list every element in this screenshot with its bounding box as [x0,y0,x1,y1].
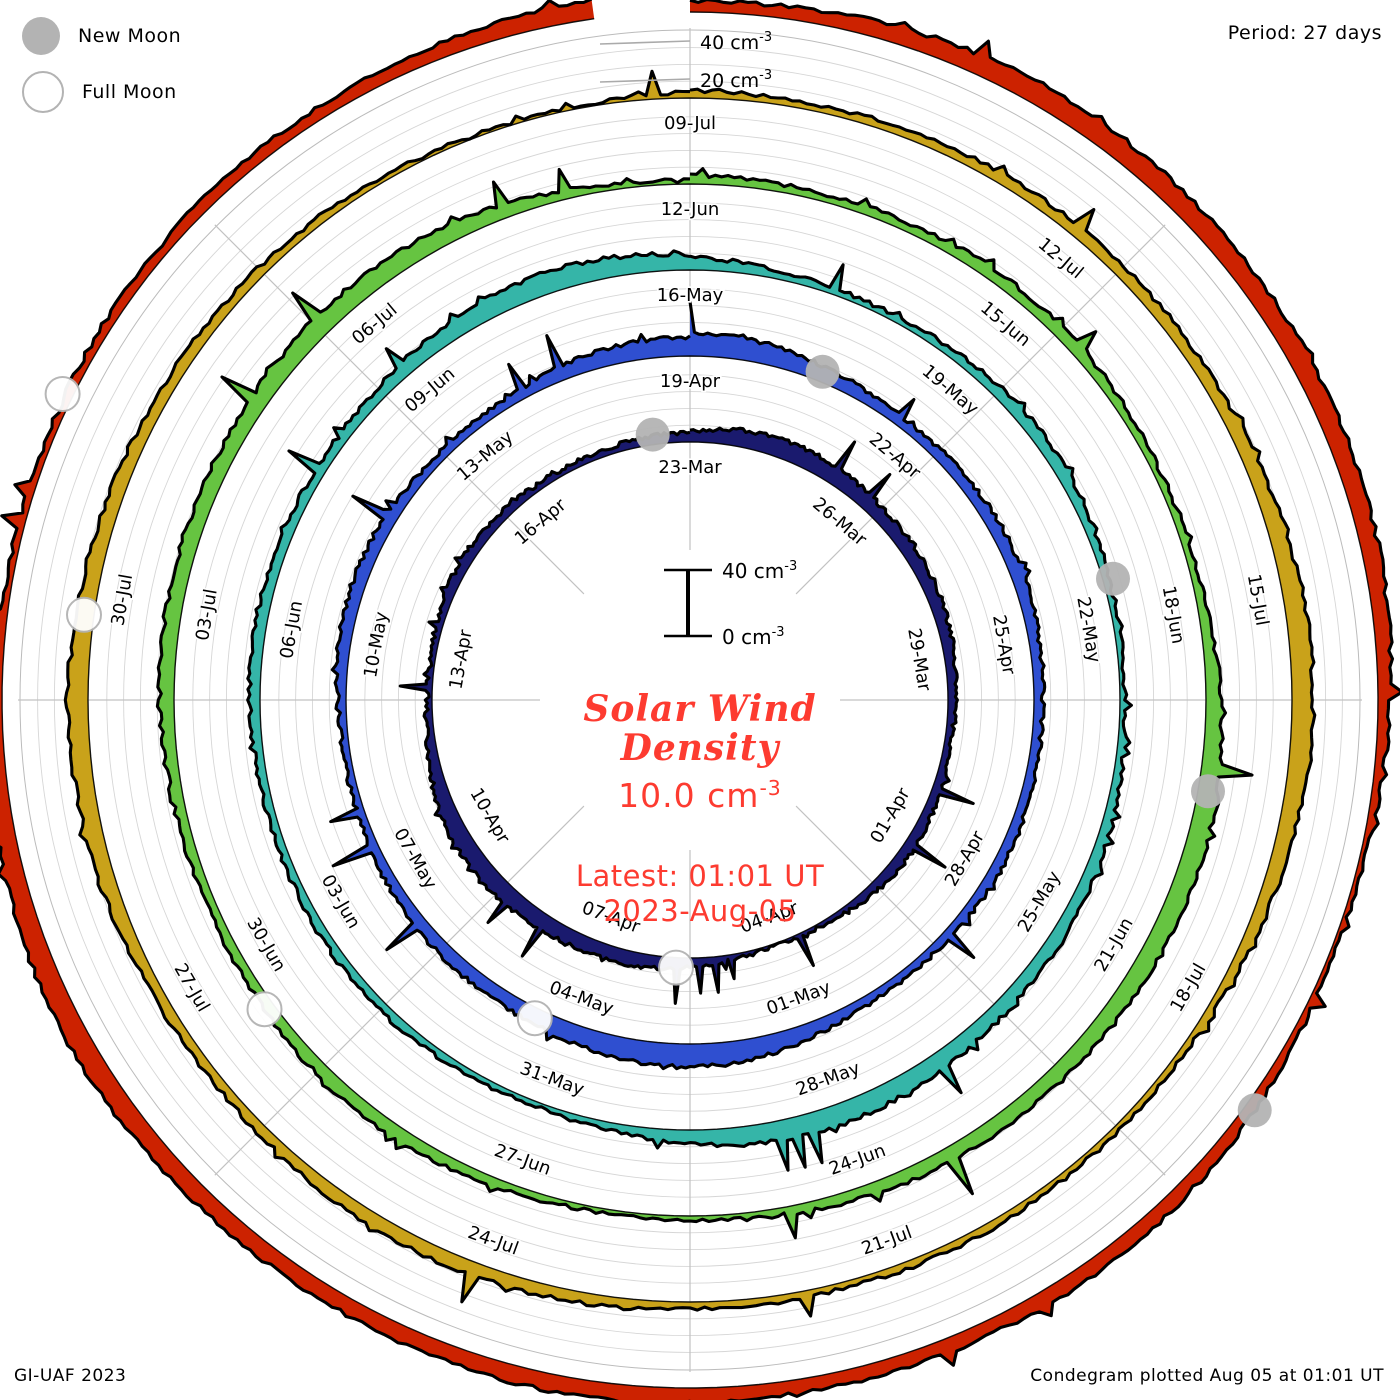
full-moon-icon [22,71,64,113]
new-moon-marker [1237,1093,1272,1128]
new-moon-marker [635,417,670,452]
moon-markers [44,354,1272,1128]
footer-credit-left: GI-UAF 2023 [14,1366,127,1386]
density-envelope-23-Mar [398,426,975,1005]
density-envelope-16-May [246,249,1133,1172]
new-moon-marker [805,354,840,389]
date-label-06-Jun: 06-Jun [276,599,307,660]
full-moon-marker [658,949,694,986]
date-label-03-Jun: 03-Jun [317,871,364,932]
date-label-13-Apr: 13-Apr [445,628,476,691]
date-label-30-Jul: 30-Jul [107,572,137,627]
date-label-28-May: 28-May [793,1058,863,1101]
period-label: Period: 27 days [1227,22,1382,44]
date-label-19-Apr: 19-Apr [660,371,721,392]
new-moon-marker [1191,774,1225,809]
density-envelope-19-Apr [329,301,1047,1071]
date-label-30-Jun: 30-Jun [242,914,289,975]
date-label-01-May: 01-May [764,977,834,1020]
density-envelope-09-Jul [63,69,1317,1318]
new-moon-icon [22,17,60,55]
date-label-24-Jun: 24-Jun [826,1140,888,1180]
date-label-31-May: 31-May [517,1058,587,1101]
moon-legend: New Moon Full Moon [22,8,181,120]
density-envelope-12-Jun [155,167,1254,1240]
date-label-16-May: 16-May [657,285,724,306]
date-label-04-Apr: 04-Apr [737,897,801,938]
radial-tick-labels: 40 cm-3 20 cm-3 [599,30,772,92]
full-moon-label: Full Moon [82,81,177,103]
legend-item-new-moon: New Moon [22,8,181,64]
date-label-27-Jul: 27-Jul [170,960,214,1016]
full-moon-marker [44,376,81,412]
scalebar-bottom-label: 0 cm-3 [722,625,785,649]
legend-item-full-moon: Full Moon [22,64,181,120]
date-label-07-Apr: 07-Apr [579,897,643,938]
full-moon-marker [246,991,283,1028]
date-label-09-Jul: 09-Jul [664,113,716,134]
scalebar-top-label: 40 cm-3 [722,559,797,583]
date-label-18-Jul: 18-Jul [1166,960,1210,1016]
polar-grid [18,28,1362,1372]
footer-credit-right: Condegram plotted Aug 05 at 01:01 UT [1030,1366,1384,1386]
radial-tick-40: 40 cm-3 [700,30,772,54]
date-label-10-May: 10-May [360,610,392,680]
date-label-03-Jul: 03-Jul [192,587,222,642]
new-moon-marker [1096,561,1130,596]
date-label-15-Jul: 15-Jul [1243,572,1273,627]
date-label-21-Jun: 21-Jun [1090,914,1137,975]
date-label-29-Mar: 29-Mar [903,627,935,694]
date-label-25-Apr: 25-Apr [988,613,1019,676]
date-label-22-May: 22-May [1072,595,1104,665]
date-label-23-Mar: 23-Mar [658,457,722,478]
full-moon-marker [516,1000,553,1037]
date-label-24-Jul: 24-Jul [465,1222,521,1260]
radial-tick-20: 20 cm-3 [700,68,772,92]
scale-bar: 40 cm-3 0 cm-3 [664,559,797,649]
new-moon-label: New Moon [78,25,182,47]
date-label-04-May: 04-May [546,977,616,1020]
date-label-12-Jun: 12-Jun [661,199,720,220]
date-label-18-Jun: 18-Jun [1158,584,1189,645]
date-label-27-Jun: 27-Jun [491,1140,553,1180]
date-label-21-Jul: 21-Jul [859,1222,915,1260]
full-moon-marker [66,596,102,633]
